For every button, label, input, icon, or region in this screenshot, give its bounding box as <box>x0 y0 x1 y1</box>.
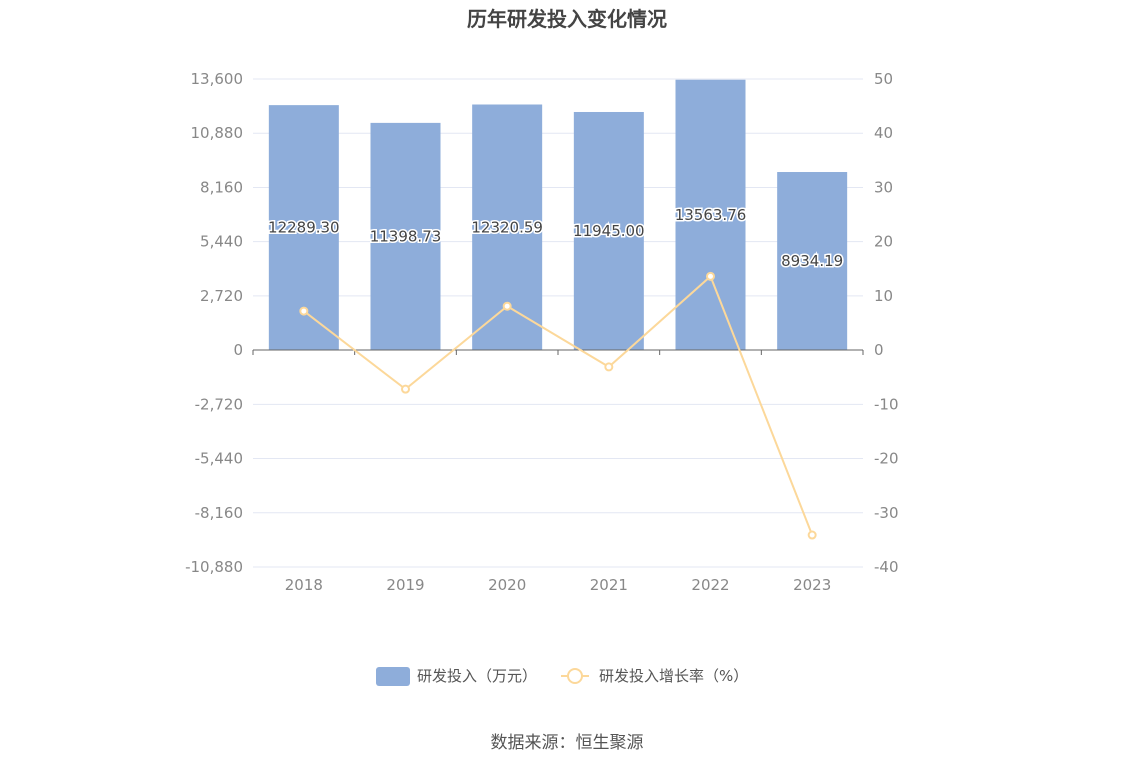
growth-rate-point <box>706 271 715 281</box>
bar-data-label: 13563.76 <box>675 206 747 224</box>
growth-rate-point <box>299 306 309 316</box>
y-left-tick-label: 5,440 <box>200 233 243 251</box>
bar <box>675 79 746 350</box>
bar <box>370 122 441 350</box>
legend-line-label: 研发投入增长率（%） <box>599 667 748 685</box>
y-right-tick-label: 40 <box>874 124 893 142</box>
x-tick-label: 2019 <box>386 576 424 594</box>
bar <box>573 111 644 351</box>
y-right-tick-label: 0 <box>874 341 884 359</box>
bar-data-label: 8934.19 <box>781 252 843 270</box>
y-left-tick-label: -8,160 <box>195 504 243 522</box>
y-right-tick-label: -30 <box>874 504 899 522</box>
y-left-tick-label: -5,440 <box>195 450 243 468</box>
x-tick-label: 2020 <box>488 576 526 594</box>
data-source: 数据来源：恒生聚源 <box>490 733 644 753</box>
x-tick-label: 2018 <box>285 576 323 594</box>
y-right-tick-label: -40 <box>874 558 899 576</box>
legend-line-marker <box>567 668 583 684</box>
bar-data-label: 12320.59 <box>471 218 543 236</box>
growth-rate-point <box>401 384 410 394</box>
y-right-tick-label: 50 <box>874 70 893 88</box>
y-left-tick-label: 2,720 <box>200 287 243 305</box>
y-left-tick-label: 13,600 <box>191 70 244 88</box>
y-left-tick-label: -2,720 <box>195 395 243 413</box>
x-tick-label: 2023 <box>793 576 831 594</box>
y-right-tick-label: 10 <box>874 287 893 305</box>
bar-data-label: 11945.00 <box>573 222 645 240</box>
bar <box>777 172 848 350</box>
y-left-tick-label: 0 <box>233 341 243 359</box>
y-left-tick-label: 8,160 <box>200 178 243 196</box>
y-right-tick-label: 20 <box>874 233 893 251</box>
chart-title: 历年研发投入变化情况 <box>467 7 667 31</box>
growth-rate-point <box>807 530 817 540</box>
bar-data-label: 11398.73 <box>370 227 442 245</box>
growth-rate-line <box>303 274 814 536</box>
growth-rate-point <box>604 362 614 372</box>
legend-bar-swatch <box>376 667 410 686</box>
x-tick-label: 2022 <box>691 576 729 594</box>
bar-data-label: 12289.30 <box>268 219 340 237</box>
x-tick-label: 2021 <box>590 576 628 594</box>
legend-bar-label: 研发投入（万元） <box>417 667 537 685</box>
y-right-tick-label: -10 <box>874 395 899 413</box>
growth-rate-point <box>502 301 512 311</box>
y-left-tick-label: -10,880 <box>185 558 243 576</box>
y-right-tick-label: 30 <box>874 178 893 196</box>
y-right-tick-label: -20 <box>874 450 899 468</box>
y-left-tick-label: 10,880 <box>191 124 244 142</box>
